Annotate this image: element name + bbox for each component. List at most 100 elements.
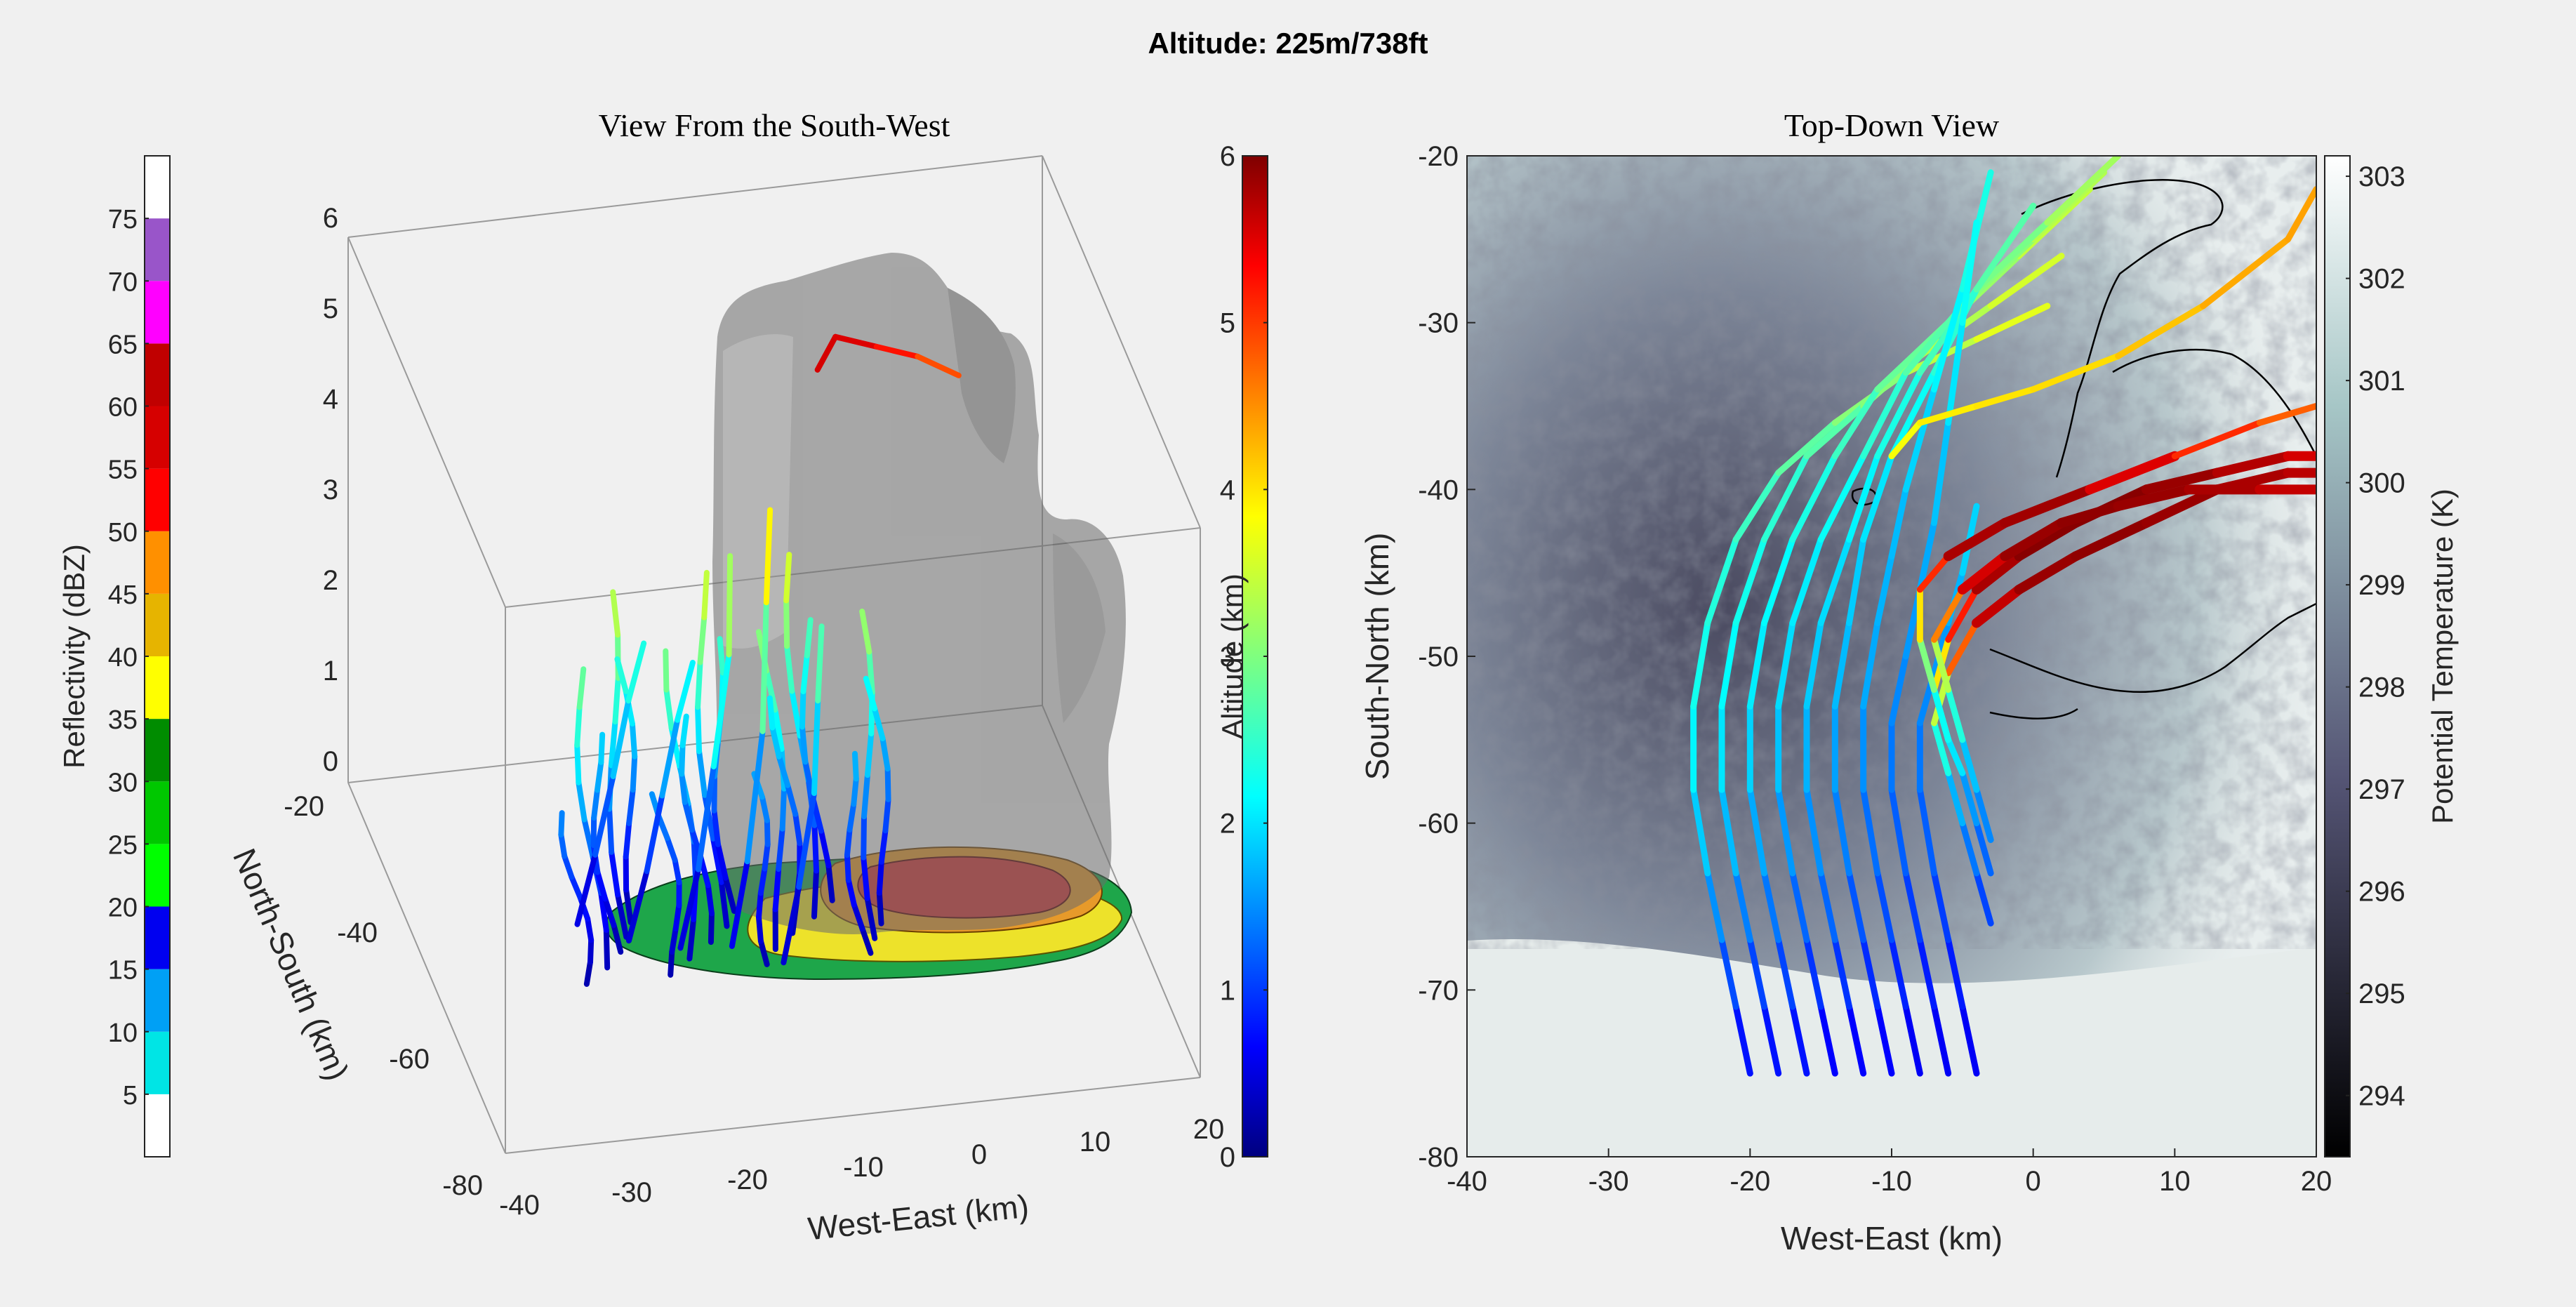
trajectory-segment	[863, 675, 877, 712]
trajectory-segment	[1761, 870, 1782, 943]
trajectory-segment	[610, 698, 632, 779]
trajectory-segment	[1916, 519, 1937, 593]
reflectivity-band	[145, 1094, 170, 1157]
y-tick-label: -50	[1418, 642, 1459, 672]
reflectivity-tick-label: 15	[108, 956, 138, 986]
trajectory-segment	[711, 807, 721, 847]
x-tick-label: 10	[1080, 1127, 1111, 1157]
trajectory-segment	[2285, 186, 2316, 243]
trajectory-segment	[1803, 619, 1824, 710]
z-tick-label: 5	[323, 293, 338, 324]
z-tick-label: 3	[323, 475, 338, 505]
reflectivity-tick-label: 10	[108, 1019, 138, 1048]
trajectory-segment	[1973, 303, 2051, 343]
trajectory-segment	[729, 858, 750, 949]
x-tick-label: -10	[1871, 1166, 1912, 1197]
trajectory-segment	[594, 759, 604, 793]
temperature-tick-label: 294	[2358, 1081, 2405, 1112]
trajectory-segment	[1973, 386, 2037, 409]
box-edge	[347, 237, 506, 608]
trajectory-segment	[663, 686, 675, 731]
trajectory-segment	[1973, 820, 1994, 877]
trajectory-segment	[844, 852, 851, 883]
trajectory-segment	[1761, 536, 1796, 626]
trajectory-segment	[569, 874, 583, 901]
trajectory-segment	[783, 597, 790, 649]
panel-topdown-title: Top-Down View	[1784, 107, 2000, 143]
coastline	[1989, 602, 2316, 693]
trajectory-segment	[811, 868, 820, 920]
trajectory-segment	[1931, 636, 1952, 694]
reflectivity-tick-label: 45	[108, 580, 138, 610]
reflectivity-band	[145, 593, 170, 656]
trajectory-segment	[711, 773, 718, 814]
trajectory-segment	[1761, 453, 1810, 543]
trajectory-segment	[1945, 586, 1980, 643]
trajectory-segment	[796, 790, 817, 890]
y-tick-label: -80	[442, 1170, 483, 1201]
trajectory-segment	[832, 333, 879, 350]
trajectory-segment	[756, 914, 764, 944]
trajectory-segment	[851, 776, 859, 807]
trajectory-segment	[1718, 786, 1739, 877]
trajectory-segment	[1803, 936, 1824, 1010]
x-tick-label: -40	[499, 1190, 540, 1221]
trajectory-segment	[2142, 467, 2222, 495]
trajectory-segment	[1902, 1003, 1923, 1077]
trajectory-segment	[625, 640, 647, 704]
trajectory-segment	[882, 796, 891, 834]
trajectory-segment	[861, 814, 867, 861]
trajectory-segment	[2071, 517, 2151, 562]
trajectory-segment	[1902, 870, 1923, 943]
coastline	[2021, 179, 2224, 478]
coastline	[1989, 708, 2078, 719]
trajectory-segment	[1803, 403, 1867, 460]
temperature-colorbar-gradient	[2324, 155, 2351, 1157]
trajectory-segment	[1931, 686, 1952, 743]
trajectory-segment	[1789, 453, 1838, 543]
trajectory-segment	[859, 609, 872, 655]
trajectory-segment	[799, 724, 809, 765]
temperature-tick-label: 297	[2358, 774, 2405, 805]
reflectivity-tick-label: 50	[108, 518, 138, 548]
trajectory-segment	[769, 724, 782, 759]
trajectory-segment	[1817, 1003, 1838, 1077]
x-tick-label: 20	[2301, 1166, 2332, 1197]
trajectory-segment	[615, 891, 630, 940]
trajectory-segment	[1704, 536, 1739, 626]
trajectory-segment	[623, 887, 634, 926]
temperature-tick-label: 303	[2358, 161, 2405, 192]
trajectory-segment	[602, 896, 617, 929]
trajectory-segment	[756, 890, 764, 920]
trajectory-segment	[873, 343, 921, 359]
trajectory-segment	[592, 774, 616, 858]
trajectory-segment	[1888, 369, 1937, 460]
trajectory-segment	[2000, 484, 2095, 528]
trajectory-segment	[804, 617, 814, 659]
trajectory-segment	[697, 614, 708, 665]
trajectory-segment	[576, 779, 587, 823]
trajectory-segment	[1746, 619, 1767, 710]
temperature-colorbar: 294 295 296 297 298 299 300 301 302 303 Potential…	[2324, 155, 2459, 1157]
trajectory-segment	[1959, 219, 1980, 326]
temperature-tick-label: 301	[2358, 366, 2405, 397]
trajectory-segment	[701, 569, 710, 621]
trajectory-segment	[744, 728, 766, 865]
reflectivity-tick-label: 40	[108, 643, 138, 672]
figure-suptitle: Altitude: 225m/738ft	[1148, 27, 1428, 60]
trajectory-segment	[1831, 619, 1852, 710]
trajectory-segment	[675, 660, 696, 723]
trajectory-segment	[2000, 517, 2066, 562]
trajectory-segment	[1916, 552, 1952, 593]
trajectory-segment	[1817, 453, 1867, 543]
trajectory-segment	[1690, 786, 1711, 877]
trajectory-segment	[1902, 386, 1937, 493]
trajectory-segment	[1973, 219, 2051, 293]
panel-3d-view: View From the South-West	[226, 107, 1224, 1247]
trajectory-segment	[1690, 619, 1711, 710]
trajectory-segment	[612, 675, 621, 725]
trajectory-segment	[1775, 619, 1796, 710]
trajectory-segment	[587, 937, 595, 965]
trajectory-segment	[695, 704, 703, 755]
